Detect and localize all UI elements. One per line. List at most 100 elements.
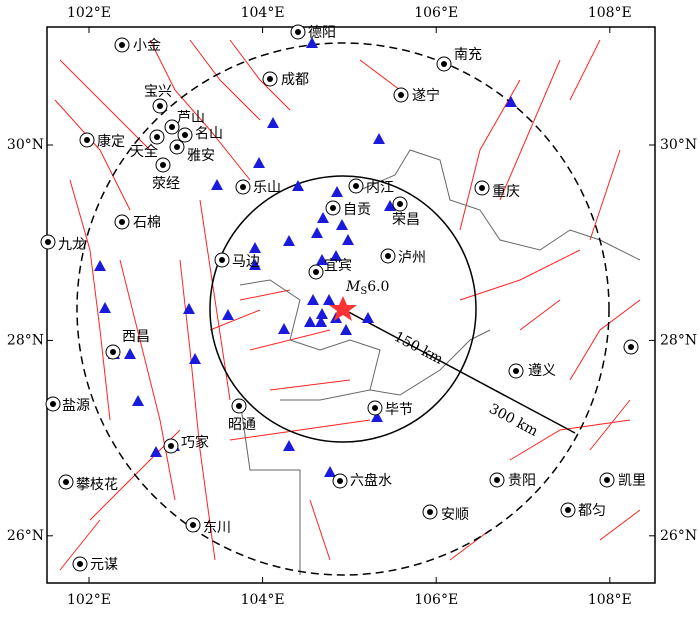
station: [342, 234, 354, 245]
station: [336, 219, 348, 230]
city-dot: [397, 201, 403, 207]
city-label: 宜宾: [324, 258, 352, 274]
city-label: 宝兴: [144, 84, 172, 100]
city-dot: [313, 269, 319, 275]
city-label: 遵义: [528, 362, 556, 379]
lon-label: 102°E: [67, 592, 111, 608]
station: [311, 227, 323, 238]
city-dot: [236, 403, 242, 409]
station: [316, 308, 328, 319]
city-label: 遂宁: [412, 87, 440, 104]
city-dot: [154, 134, 160, 140]
station: [331, 186, 343, 197]
city-label: 泸州: [398, 250, 426, 266]
city-label: 成都: [281, 72, 309, 88]
radius-label: 300 km: [486, 401, 540, 440]
city-label: 荥经: [152, 176, 180, 192]
station: [384, 200, 396, 211]
city-dot: [240, 184, 246, 190]
city-label: 石棉: [133, 214, 161, 231]
city-label: 毕节: [385, 402, 413, 418]
ticks: 102°E 102°E 104°E 104°E 106°E 106°E 108°E 108°E…: [7, 5, 697, 608]
station: [99, 302, 111, 313]
city-label: 内江: [366, 180, 394, 196]
radius-line: [342, 308, 576, 434]
city-dot: [77, 561, 83, 567]
city-label: 盐源: [62, 398, 90, 414]
station: [306, 37, 318, 48]
city-label: 小金: [133, 38, 161, 54]
city-label: 天全: [130, 143, 158, 160]
station: [278, 323, 290, 334]
city-label: 雅安: [187, 148, 215, 164]
city-label: 德阳: [308, 25, 336, 41]
radius-label: 150 km: [391, 329, 445, 368]
lon-label: 108°E: [588, 5, 632, 21]
city-label: 九龙: [58, 237, 86, 253]
lon-label: 104°E: [241, 592, 285, 608]
lat-label: 30°N: [7, 137, 44, 153]
lon-label: 106°E: [414, 5, 458, 21]
city-dot: [84, 137, 90, 143]
city-label: 凯里: [618, 473, 646, 489]
city-dot: [157, 103, 163, 109]
city-dot: [330, 205, 336, 211]
city-dot: [398, 92, 404, 98]
station: [292, 180, 304, 191]
city-dot: [604, 477, 610, 483]
city-dot: [441, 61, 447, 67]
city-label: 康定: [97, 133, 125, 150]
city-label: 都匀: [578, 503, 606, 519]
city-dot: [182, 132, 188, 138]
city-dot: [174, 144, 180, 150]
station: [189, 353, 201, 364]
city-dot: [494, 477, 500, 483]
city-label: 荣昌: [392, 212, 420, 228]
station: [330, 250, 342, 261]
station: [283, 440, 295, 451]
city-dot: [628, 344, 634, 350]
lat-label: 28°N: [7, 332, 44, 348]
city-label: 西昌: [122, 329, 150, 345]
faults: [54, 39, 641, 571]
outer-ring: [76, 42, 610, 576]
station: [267, 117, 279, 128]
map-frame: [46, 26, 656, 584]
station: [316, 254, 328, 265]
magnitude-label: MS6.0: [345, 279, 389, 297]
magnitude-symbol: M: [345, 279, 361, 295]
city-dot: [267, 76, 273, 82]
city-dot: [565, 507, 571, 513]
city-dot: [63, 479, 69, 485]
city-dot: [168, 443, 174, 449]
city-dot: [45, 239, 51, 245]
station: [304, 316, 316, 327]
city-dot: [337, 478, 343, 484]
city-label: 贵阳: [508, 473, 536, 489]
city-label: 攀枝花: [76, 477, 118, 493]
lon-label: 104°E: [241, 5, 285, 21]
station: [317, 212, 329, 223]
station: [183, 303, 195, 314]
magnitude-value: 6.0: [367, 279, 389, 295]
inner-ring: [209, 175, 477, 443]
city-dot: [190, 522, 196, 528]
station: [222, 309, 234, 320]
station: [249, 242, 261, 253]
city-dot: [160, 162, 166, 168]
lat-label: 26°N: [660, 528, 697, 544]
city-dot: [119, 42, 125, 48]
station: [132, 395, 144, 406]
lon-label: 106°E: [414, 592, 458, 608]
city-dot: [372, 405, 378, 411]
station: [505, 96, 517, 107]
epicenter-star: [329, 296, 357, 321]
station: [315, 316, 327, 327]
city-dot: [119, 219, 125, 225]
lat-label: 30°N: [660, 137, 697, 153]
city-dot: [219, 257, 225, 263]
station: [371, 411, 383, 422]
city-label: 名山: [195, 126, 223, 142]
